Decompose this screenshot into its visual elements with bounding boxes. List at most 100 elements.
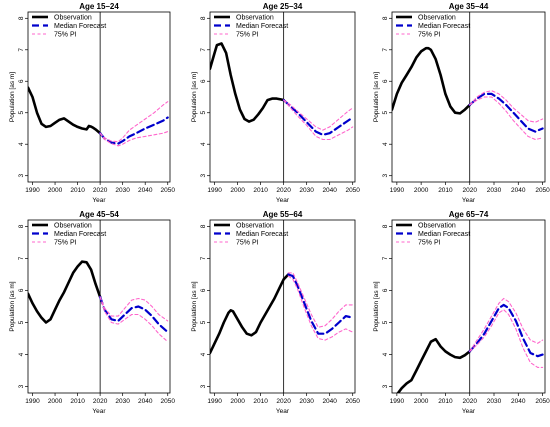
y-tick-label: 5	[18, 111, 25, 115]
y-tick-label: 4	[382, 352, 389, 356]
y-tick-label: 7	[382, 256, 389, 260]
legend-observation-label: Observation	[54, 15, 92, 22]
pi-line	[469, 297, 544, 352]
x-tick-label: 2050	[535, 187, 550, 194]
series-group	[396, 297, 544, 393]
x-tick-label: 2020	[462, 398, 477, 405]
legend-pi-label: 75% PI	[418, 240, 441, 247]
x-axis-label: Year	[92, 197, 106, 204]
x-tick-label: 2010	[438, 398, 453, 405]
legend-observation-label: Observation	[236, 15, 274, 22]
panel-title: Age 55–64	[263, 210, 303, 219]
observation-line	[396, 337, 472, 393]
y-tick-label: 8	[382, 16, 389, 20]
y-tick-label: 7	[382, 48, 389, 52]
median-forecast-line	[98, 116, 169, 145]
x-axis-label: Year	[462, 408, 476, 415]
median-forecast-line	[98, 295, 169, 334]
pi-line	[283, 99, 354, 141]
y-tick-label: 8	[382, 224, 389, 228]
x-tick-label: 2050	[345, 187, 360, 194]
median-forecast-line	[287, 273, 354, 335]
x-tick-label: 2020	[276, 398, 291, 405]
x-tick-label: 2050	[535, 398, 550, 405]
x-tick-label: 2010	[70, 187, 85, 194]
x-tick-label: 1990	[390, 398, 405, 405]
x-tick-label: 2040	[138, 398, 153, 405]
x-tick-label: 2000	[230, 398, 245, 405]
pi-line	[469, 309, 544, 368]
x-tick-label: 2030	[487, 187, 502, 194]
x-tick-label: 2040	[322, 398, 337, 405]
x-tick-label: 2020	[93, 398, 108, 405]
panel-6: Age 65–74 1990 2000 2010 2020 2030 2040 2050 3 4 5…	[373, 210, 550, 415]
x-tick-label: 2050	[161, 187, 176, 194]
y-axis-label: Population [as m]	[373, 72, 380, 122]
x-tick-label: 1990	[25, 398, 40, 405]
y-tick-label: 6	[18, 79, 25, 83]
x-tick-label: 2030	[299, 187, 314, 194]
legend-pi-label: 75% PI	[236, 240, 259, 247]
legend-pi-label: 75% PI	[54, 240, 77, 247]
x-tick-label: 2040	[322, 187, 337, 194]
series-group	[28, 260, 169, 343]
pi-line	[469, 90, 544, 123]
observation-line	[28, 260, 102, 324]
y-tick-label: 7	[18, 48, 25, 52]
y-tick-label: 7	[200, 48, 207, 52]
x-tick-label: 1990	[390, 187, 405, 194]
observation-line	[210, 273, 290, 355]
series-group	[392, 46, 544, 141]
legend-median-label: Median Forecast	[236, 23, 288, 30]
panel-5: Age 55–64 1990 2000 2010 2020 2030 2040 2050 3 4 5…	[191, 210, 360, 415]
x-tick-label: 1990	[25, 187, 40, 194]
x-tick-label: 2010	[438, 187, 453, 194]
legend-observation-label: Observation	[418, 223, 456, 230]
y-tick-label: 8	[18, 224, 25, 228]
legend-pi-label: 75% PI	[54, 32, 77, 39]
x-tick-label: 1990	[207, 398, 222, 405]
y-tick-label: 5	[200, 320, 207, 324]
panel-3: Age 35–44 1990 2000 2010 2020 2030 2040 2050 3 4 5…	[373, 2, 550, 204]
y-tick-label: 4	[382, 142, 389, 146]
pi-line	[283, 99, 354, 131]
pi-line	[99, 131, 169, 147]
y-axis-label: Population [as m]	[373, 281, 380, 331]
y-tick-label: 4	[200, 142, 207, 146]
pi-line	[99, 101, 169, 143]
x-tick-label: 2000	[230, 187, 245, 194]
x-tick-label: 2010	[253, 187, 268, 194]
x-tick-label: 2020	[93, 187, 108, 194]
x-tick-label: 2050	[161, 398, 176, 405]
y-tick-label: 8	[200, 16, 207, 20]
y-tick-label: 4	[18, 142, 25, 146]
y-tick-label: 6	[200, 288, 207, 292]
plot-frame	[27, 219, 171, 394]
plot-frame	[27, 11, 171, 183]
panel-1: Age 15–24 1990 2000 2010 2020 2030 2040 2050 3 4 5…	[9, 2, 175, 204]
y-tick-label: 8	[18, 16, 25, 20]
y-axis-label: Population [as m]	[9, 72, 16, 122]
y-tick-label: 5	[18, 320, 25, 324]
x-tick-label: 2000	[414, 187, 429, 194]
y-tick-label: 3	[18, 384, 25, 388]
y-tick-label: 6	[382, 288, 389, 292]
x-tick-label: 2010	[70, 398, 85, 405]
pi-line	[99, 296, 169, 322]
x-axis-label: Year	[462, 197, 476, 204]
x-tick-label: 2030	[115, 187, 130, 194]
y-tick-label: 5	[200, 111, 207, 115]
y-tick-label: 3	[382, 384, 389, 388]
observation-line	[392, 46, 472, 115]
x-tick-label: 2040	[138, 187, 153, 194]
legend-pi-label: 75% PI	[418, 32, 441, 39]
plot-frame	[209, 219, 356, 394]
median-forecast-line	[468, 92, 544, 133]
y-tick-label: 6	[18, 288, 25, 292]
x-axis-label: Year	[276, 197, 290, 204]
legend-median-label: Median Forecast	[54, 23, 106, 30]
